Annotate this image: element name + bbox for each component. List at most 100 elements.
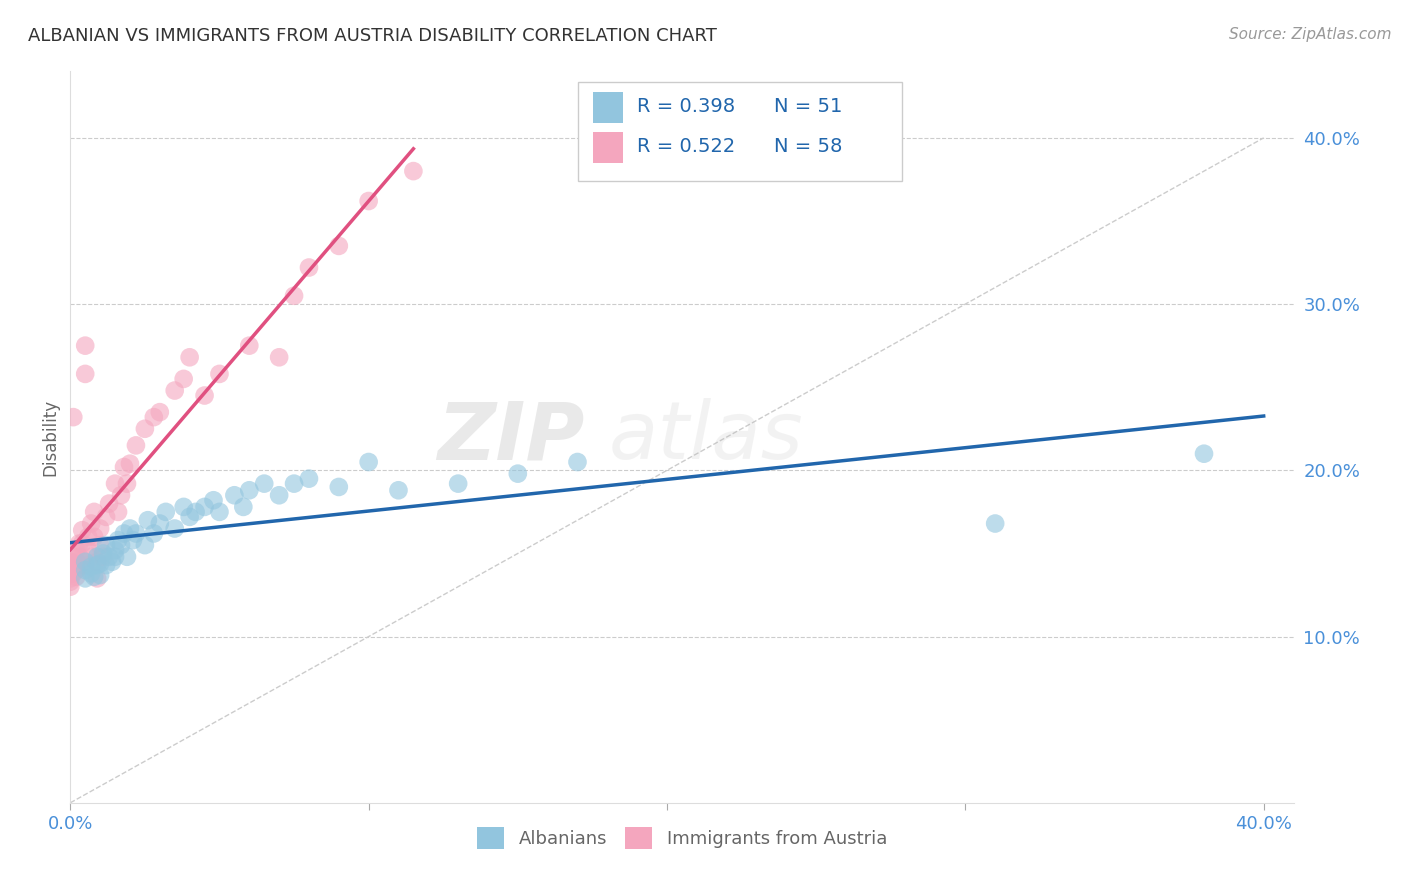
Point <box>80 549 103 564</box>
Point <box>173 500 195 514</box>
Point <box>224 488 246 502</box>
Point <box>238 483 260 498</box>
Point <box>75 571 97 585</box>
Point <box>298 472 321 486</box>
Point <box>86 549 108 564</box>
Point <box>134 538 156 552</box>
Point <box>89 568 111 582</box>
Text: atlas: atlas <box>609 398 803 476</box>
Point <box>65 555 87 569</box>
Point <box>75 555 97 569</box>
Point <box>107 533 129 548</box>
Point <box>387 483 409 498</box>
Point <box>67 549 90 564</box>
Point <box>173 372 195 386</box>
Point <box>59 574 82 589</box>
Point <box>149 516 172 531</box>
Legend: Albanians, Immigrants from Austria: Albanians, Immigrants from Austria <box>463 813 901 863</box>
Text: ALBANIAN VS IMMIGRANTS FROM AUSTRIA DISABILITY CORRELATION CHART: ALBANIAN VS IMMIGRANTS FROM AUSTRIA DISA… <box>28 27 717 45</box>
Point <box>59 555 82 569</box>
Point <box>62 559 84 574</box>
Point <box>179 351 201 365</box>
Point <box>357 455 380 469</box>
Point <box>232 500 254 514</box>
Point <box>155 505 177 519</box>
Point <box>125 526 148 541</box>
Point <box>77 530 100 544</box>
Point <box>208 367 231 381</box>
Point <box>142 410 165 425</box>
Point <box>75 338 97 352</box>
Point <box>506 467 529 481</box>
Point <box>118 521 141 535</box>
Point <box>283 476 305 491</box>
Point <box>83 505 105 519</box>
Point <box>62 410 84 425</box>
Point <box>163 384 186 398</box>
Point <box>134 422 156 436</box>
Point <box>75 558 97 573</box>
Text: R = 0.398: R = 0.398 <box>637 97 735 116</box>
Point <box>89 538 111 552</box>
Point <box>59 580 82 594</box>
Point <box>80 516 103 531</box>
Point <box>112 460 135 475</box>
Point <box>83 530 105 544</box>
Point <box>94 558 117 573</box>
Point <box>110 538 132 552</box>
Text: ZIP: ZIP <box>437 398 583 476</box>
Point <box>65 543 87 558</box>
Point <box>184 505 207 519</box>
Point <box>328 480 350 494</box>
Point <box>202 493 225 508</box>
Point <box>402 164 425 178</box>
Point <box>75 367 97 381</box>
Point <box>298 260 321 275</box>
Point <box>70 536 93 550</box>
Text: R = 0.522: R = 0.522 <box>637 137 735 156</box>
Text: Source: ZipAtlas.com: Source: ZipAtlas.com <box>1229 27 1392 42</box>
Point <box>65 563 87 577</box>
Point <box>357 194 380 208</box>
Point <box>238 338 260 352</box>
Point <box>86 571 108 585</box>
Point <box>107 505 129 519</box>
Point <box>179 509 201 524</box>
Point <box>59 566 82 581</box>
Point <box>118 457 141 471</box>
Point <box>62 558 84 573</box>
Point <box>328 239 350 253</box>
Point <box>65 570 87 584</box>
Point <box>59 571 82 585</box>
Point <box>142 526 165 541</box>
Point <box>86 555 108 569</box>
FancyBboxPatch shape <box>592 92 623 122</box>
Point <box>110 488 132 502</box>
Point <box>149 405 172 419</box>
Point <box>208 505 231 519</box>
Point <box>86 558 108 573</box>
Point <box>83 570 105 584</box>
Point <box>98 497 121 511</box>
Point <box>125 438 148 452</box>
Point <box>67 558 90 573</box>
Point <box>59 563 82 577</box>
FancyBboxPatch shape <box>578 82 903 181</box>
Point <box>62 549 84 564</box>
Text: N = 58: N = 58 <box>773 137 842 156</box>
Point <box>98 549 121 564</box>
Point <box>70 523 93 537</box>
Point <box>80 566 103 581</box>
Point <box>567 455 589 469</box>
Point <box>62 566 84 581</box>
Point <box>104 549 127 564</box>
Point <box>115 476 138 491</box>
Point <box>269 351 291 365</box>
Point <box>193 500 215 514</box>
Point <box>447 476 470 491</box>
Y-axis label: Disability: Disability <box>41 399 59 475</box>
FancyBboxPatch shape <box>592 132 623 163</box>
Point <box>283 289 305 303</box>
Point <box>193 388 215 402</box>
Point <box>94 509 117 524</box>
